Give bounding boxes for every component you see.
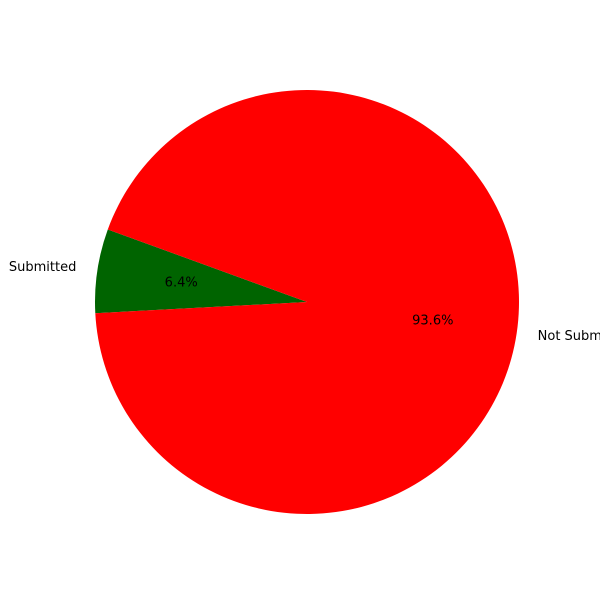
pie-pct-label-submitted: 6.4% xyxy=(165,276,198,291)
pie-category-label-not-submitted: Not Submitted xyxy=(538,329,600,344)
pie-slices xyxy=(95,90,519,515)
pie-category-label-submitted: Submitted xyxy=(9,260,76,275)
pie-pct-label-not-submitted: 93.6% xyxy=(412,313,453,328)
pie-slice-submitted xyxy=(95,229,308,314)
pie-labels: 6.4% Submitted 93.6% Not Submitted xyxy=(9,260,600,344)
pie-slice-not-submitted xyxy=(95,90,519,515)
